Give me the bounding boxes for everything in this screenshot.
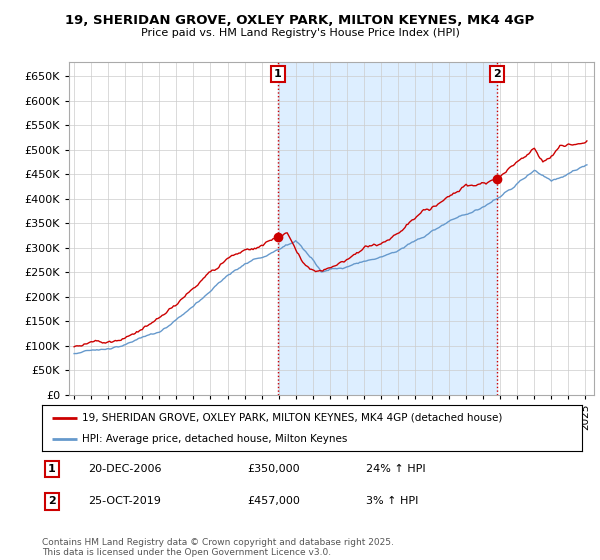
Text: 2: 2 — [48, 497, 56, 506]
Bar — [278, 62, 497, 395]
Text: HPI: Average price, detached house, Milton Keynes: HPI: Average price, detached house, Milt… — [83, 435, 348, 444]
Text: 2: 2 — [493, 69, 501, 79]
Text: 1: 1 — [274, 69, 282, 79]
Text: 1: 1 — [48, 464, 56, 474]
Text: 19, SHERIDAN GROVE, OXLEY PARK, MILTON KEYNES, MK4 4GP: 19, SHERIDAN GROVE, OXLEY PARK, MILTON K… — [65, 14, 535, 27]
Text: 3% ↑ HPI: 3% ↑ HPI — [366, 497, 418, 506]
Text: 24% ↑ HPI: 24% ↑ HPI — [366, 464, 425, 474]
Text: 20-DEC-2006: 20-DEC-2006 — [88, 464, 161, 474]
Text: 25-OCT-2019: 25-OCT-2019 — [88, 497, 161, 506]
Text: Contains HM Land Registry data © Crown copyright and database right 2025.
This d: Contains HM Land Registry data © Crown c… — [42, 538, 394, 557]
Text: £457,000: £457,000 — [247, 497, 300, 506]
Text: £350,000: £350,000 — [247, 464, 300, 474]
Text: Price paid vs. HM Land Registry's House Price Index (HPI): Price paid vs. HM Land Registry's House … — [140, 28, 460, 38]
Text: 19, SHERIDAN GROVE, OXLEY PARK, MILTON KEYNES, MK4 4GP (detached house): 19, SHERIDAN GROVE, OXLEY PARK, MILTON K… — [83, 413, 503, 423]
